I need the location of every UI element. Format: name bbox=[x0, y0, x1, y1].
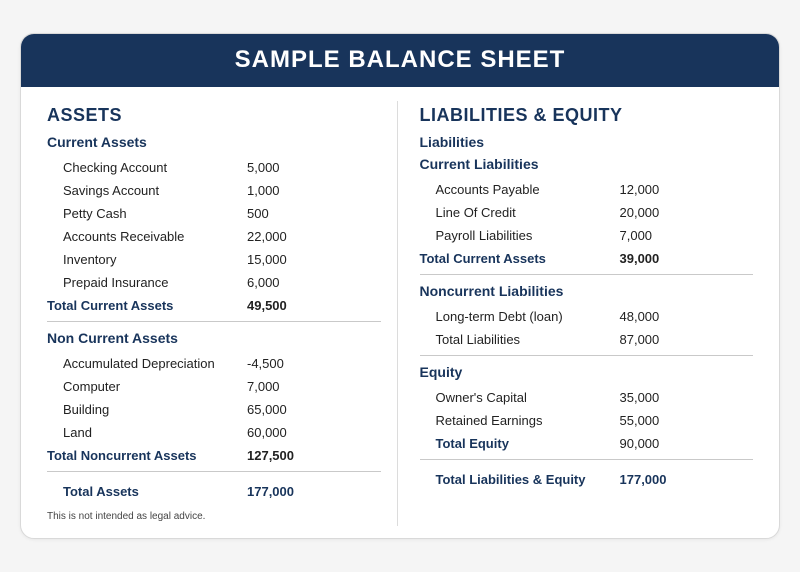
divider bbox=[420, 355, 754, 356]
sheet-body: ASSETS Current Assets Checking Account5,… bbox=[21, 87, 779, 538]
total-liab-equity-row: Total Liabilities & Equity177,000 bbox=[420, 468, 754, 491]
total-value: 177,000 bbox=[620, 472, 754, 487]
line-item: Owner's Capital35,000 bbox=[420, 386, 754, 409]
divider bbox=[420, 459, 754, 460]
item-label: Long-term Debt (loan) bbox=[420, 309, 620, 324]
item-value: 12,000 bbox=[620, 182, 754, 197]
item-value: 65,000 bbox=[247, 402, 381, 417]
item-value: 1,000 bbox=[247, 183, 381, 198]
item-label: Petty Cash bbox=[47, 206, 247, 221]
balance-sheet-card: SAMPLE BALANCE SHEET ASSETS Current Asse… bbox=[20, 33, 780, 539]
liab-equity-heading: LIABILITIES & EQUITY bbox=[420, 105, 754, 126]
line-item: Computer7,000 bbox=[47, 375, 381, 398]
noncurrent-assets-heading: Non Current Assets bbox=[47, 330, 381, 346]
total-label: Total Assets bbox=[47, 484, 247, 499]
divider bbox=[47, 321, 381, 322]
item-label: Total Liabilities bbox=[420, 332, 620, 347]
line-item: Prepaid Insurance6,000 bbox=[47, 271, 381, 294]
line-item: Checking Account5,000 bbox=[47, 156, 381, 179]
item-label: Checking Account bbox=[47, 160, 247, 175]
item-value: 20,000 bbox=[620, 205, 754, 220]
item-label: Accounts Receivable bbox=[47, 229, 247, 244]
line-item: Petty Cash500 bbox=[47, 202, 381, 225]
divider bbox=[47, 471, 381, 472]
item-value: 87,000 bbox=[620, 332, 754, 347]
line-item: Payroll Liabilities7,000 bbox=[420, 224, 754, 247]
assets-heading: ASSETS bbox=[47, 105, 381, 126]
total-label: Total Liabilities & Equity bbox=[420, 472, 620, 487]
item-value: 60,000 bbox=[247, 425, 381, 440]
line-item: Line Of Credit20,000 bbox=[420, 201, 754, 224]
total-value: 49,500 bbox=[247, 298, 381, 313]
total-noncurrent-assets-row: Total Noncurrent Assets127,500 bbox=[47, 444, 381, 467]
liabilities-equity-column: LIABILITIES & EQUITY Liabilities Current… bbox=[397, 101, 758, 526]
line-item: Building65,000 bbox=[47, 398, 381, 421]
item-label: Prepaid Insurance bbox=[47, 275, 247, 290]
line-item: Inventory15,000 bbox=[47, 248, 381, 271]
total-equity-row: Total Equity90,000 bbox=[420, 432, 754, 455]
total-label: Total Current Assets bbox=[420, 251, 620, 266]
line-item: Land60,000 bbox=[47, 421, 381, 444]
item-label: Accounts Payable bbox=[420, 182, 620, 197]
total-label: Total Current Assets bbox=[47, 298, 247, 313]
line-item: Savings Account1,000 bbox=[47, 179, 381, 202]
divider bbox=[420, 274, 754, 275]
footnote: This is not intended as legal advice. bbox=[47, 511, 381, 522]
item-value: -4,500 bbox=[247, 356, 381, 371]
item-label: Savings Account bbox=[47, 183, 247, 198]
item-value: 500 bbox=[247, 206, 381, 221]
item-label: Land bbox=[47, 425, 247, 440]
total-current-liabilities-row: Total Current Assets39,000 bbox=[420, 247, 754, 270]
current-assets-heading: Current Assets bbox=[47, 134, 381, 150]
item-value: 7,000 bbox=[247, 379, 381, 394]
item-label: Accumulated Depreciation bbox=[47, 356, 247, 371]
item-value: 15,000 bbox=[247, 252, 381, 267]
item-value: 55,000 bbox=[620, 413, 754, 428]
item-label: Owner's Capital bbox=[420, 390, 620, 405]
item-label: Line Of Credit bbox=[420, 205, 620, 220]
item-value: 5,000 bbox=[247, 160, 381, 175]
item-label: Computer bbox=[47, 379, 247, 394]
line-item: Total Liabilities87,000 bbox=[420, 328, 754, 351]
total-value: 90,000 bbox=[620, 436, 754, 451]
total-label: Total Equity bbox=[420, 436, 620, 451]
sheet-title: SAMPLE BALANCE SHEET bbox=[21, 34, 779, 87]
item-label: Retained Earnings bbox=[420, 413, 620, 428]
line-item: Accumulated Depreciation-4,500 bbox=[47, 352, 381, 375]
total-assets-row: Total Assets177,000 bbox=[47, 480, 381, 503]
item-value: 6,000 bbox=[247, 275, 381, 290]
item-value: 22,000 bbox=[247, 229, 381, 244]
item-label: Building bbox=[47, 402, 247, 417]
total-current-assets-row: Total Current Assets49,500 bbox=[47, 294, 381, 317]
total-value: 39,000 bbox=[620, 251, 754, 266]
assets-column: ASSETS Current Assets Checking Account5,… bbox=[43, 101, 397, 526]
line-item: Retained Earnings55,000 bbox=[420, 409, 754, 432]
line-item: Accounts Receivable22,000 bbox=[47, 225, 381, 248]
item-value: 48,000 bbox=[620, 309, 754, 324]
liabilities-heading: Liabilities bbox=[420, 134, 754, 150]
equity-heading: Equity bbox=[420, 364, 754, 380]
total-label: Total Noncurrent Assets bbox=[47, 448, 247, 463]
item-value: 7,000 bbox=[620, 228, 754, 243]
noncurrent-liabilities-heading: Noncurrent Liabilities bbox=[420, 283, 754, 299]
current-liabilities-heading: Current Liabilities bbox=[420, 156, 754, 172]
total-value: 127,500 bbox=[247, 448, 381, 463]
line-item: Long-term Debt (loan)48,000 bbox=[420, 305, 754, 328]
item-label: Payroll Liabilities bbox=[420, 228, 620, 243]
line-item: Accounts Payable12,000 bbox=[420, 178, 754, 201]
item-value: 35,000 bbox=[620, 390, 754, 405]
item-label: Inventory bbox=[47, 252, 247, 267]
total-value: 177,000 bbox=[247, 484, 381, 499]
